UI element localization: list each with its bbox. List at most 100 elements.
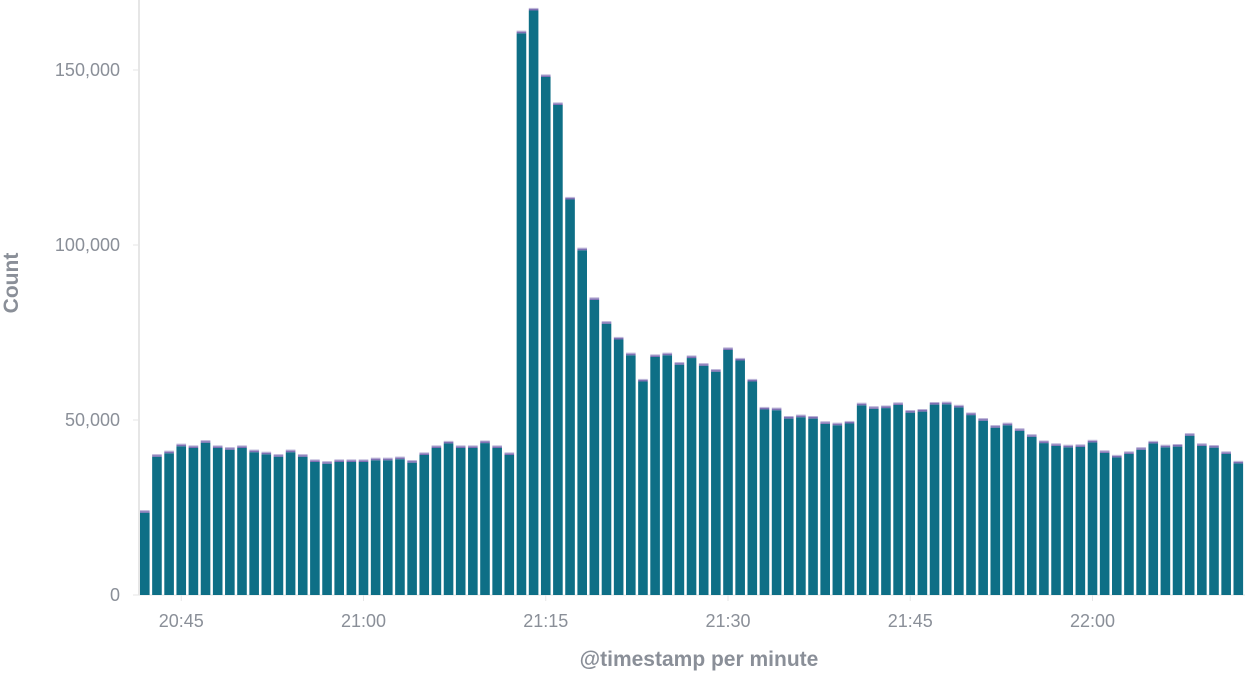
bar-20:42[interactable] [140, 512, 150, 595]
bar-cap-highlight-21:10 [480, 440, 490, 442]
bar-21:24[interactable] [650, 357, 660, 595]
bar-21:31[interactable] [735, 360, 745, 596]
bar-21:44[interactable] [893, 404, 903, 595]
bar-cap-highlight-21:00 [358, 459, 369, 461]
bar-20:48[interactable] [212, 448, 223, 595]
bar-22:02[interactable] [1112, 457, 1122, 595]
bar-21:22[interactable] [626, 355, 636, 595]
bar-22:05[interactable] [1148, 443, 1159, 595]
bar-21:10[interactable] [480, 443, 490, 595]
bar-21:03[interactable] [395, 459, 405, 595]
bar-cap-21:51 [978, 419, 988, 421]
bar-20:47[interactable] [200, 442, 211, 595]
bar-cap-21:55 [1026, 435, 1037, 437]
bar-21:08[interactable] [455, 448, 466, 595]
bar-20:49[interactable] [225, 449, 235, 595]
bar-20:53[interactable] [273, 456, 284, 595]
bar-21:29[interactable] [711, 371, 721, 595]
bar-20:51[interactable] [249, 452, 259, 595]
bar-21:58[interactable] [1063, 447, 1073, 595]
bar-cap-20:44 [164, 451, 174, 454]
bar-22:12[interactable] [1233, 463, 1244, 595]
bar-20:45[interactable] [176, 446, 187, 595]
bar-21:48[interactable] [941, 404, 952, 595]
bar-21:43[interactable] [881, 408, 891, 595]
bar-21:34[interactable] [771, 410, 782, 595]
bar-21:52[interactable] [990, 427, 1001, 595]
bar-21:47[interactable] [929, 404, 940, 595]
bar-21:25[interactable] [662, 355, 673, 595]
bar-21:30[interactable] [723, 350, 733, 595]
bar-21:17[interactable] [565, 199, 575, 596]
bar-21:46[interactable] [917, 411, 928, 595]
bar-21:06[interactable] [431, 448, 442, 595]
bar-21:40[interactable] [844, 423, 855, 596]
bar-21:14[interactable] [528, 10, 539, 596]
bar-22:06[interactable] [1160, 447, 1171, 595]
bar-21:09[interactable] [468, 448, 478, 595]
bar-cap-21:05 [419, 453, 430, 455]
bar-21:21[interactable] [613, 339, 624, 596]
bar-21:20[interactable] [601, 323, 612, 595]
bar-21:57[interactable] [1051, 445, 1061, 595]
bar-21:00[interactable] [358, 462, 369, 595]
bar-21:07[interactable] [443, 443, 454, 595]
bar-22:00[interactable] [1087, 442, 1098, 595]
bar-20:50[interactable] [237, 448, 247, 595]
bar-22:01[interactable] [1099, 452, 1110, 595]
bar-21:01[interactable] [370, 460, 381, 595]
bar-cap-highlight-21:59 [1075, 444, 1086, 446]
bar-21:37[interactable] [808, 418, 818, 595]
bar-21:15[interactable] [540, 77, 551, 595]
bar-21:42[interactable] [869, 408, 879, 595]
bar-20:52[interactable] [261, 454, 272, 595]
bar-21:19[interactable] [589, 299, 600, 595]
bar-21:36[interactable] [796, 417, 806, 595]
bar-21:33[interactable] [759, 409, 770, 596]
bar-21:32[interactable] [747, 381, 758, 596]
bar-20:43[interactable] [152, 456, 162, 595]
bar-21:02[interactable] [383, 460, 393, 595]
bar-21:23[interactable] [638, 381, 648, 596]
bar-21:39[interactable] [832, 425, 843, 595]
bar-21:04[interactable] [407, 462, 417, 595]
bar-21:45[interactable] [905, 412, 916, 595]
bar-21:51[interactable] [978, 420, 988, 595]
bar-21:38[interactable] [820, 423, 830, 595]
bar-22:08[interactable] [1184, 435, 1195, 595]
bar-22:03[interactable] [1124, 453, 1134, 595]
bar-21:55[interactable] [1026, 436, 1037, 595]
bar-22:04[interactable] [1136, 449, 1146, 595]
bar-21:54[interactable] [1014, 430, 1025, 595]
bar-21:53[interactable] [1002, 425, 1013, 595]
bar-20:56[interactable] [310, 462, 320, 595]
bar-20:55[interactable] [297, 456, 308, 595]
bar-21:18[interactable] [577, 250, 587, 595]
bar-20:44[interactable] [164, 453, 174, 595]
bar-21:27[interactable] [686, 358, 697, 595]
bar-21:49[interactable] [954, 407, 964, 595]
bar-20:57[interactable] [322, 463, 332, 595]
bar-21:13[interactable] [516, 33, 527, 595]
bar-21:50[interactable] [966, 415, 976, 595]
bar-cap-21:06 [431, 446, 442, 448]
bar-22:09[interactable] [1197, 445, 1207, 595]
bar-21:28[interactable] [698, 365, 709, 595]
bar-20:54[interactable] [285, 452, 296, 595]
bar-21:16[interactable] [553, 105, 563, 595]
bar-21:41[interactable] [856, 405, 867, 595]
bar-21:26[interactable] [674, 364, 685, 595]
bar-20:58[interactable] [334, 462, 344, 595]
bar-21:05[interactable] [419, 455, 430, 595]
bar-cap-21:36 [796, 415, 806, 418]
bar-21:11[interactable] [492, 448, 502, 595]
bar-22:11[interactable] [1221, 453, 1231, 595]
bar-21:35[interactable] [783, 418, 794, 595]
bar-21:12[interactable] [504, 455, 515, 595]
bar-20:46[interactable] [188, 448, 199, 595]
bar-22:10[interactable] [1209, 447, 1219, 595]
bar-22:07[interactable] [1172, 446, 1183, 595]
bar-21:59[interactable] [1075, 446, 1086, 595]
bar-21:56[interactable] [1039, 443, 1049, 595]
bar-20:59[interactable] [346, 462, 357, 595]
